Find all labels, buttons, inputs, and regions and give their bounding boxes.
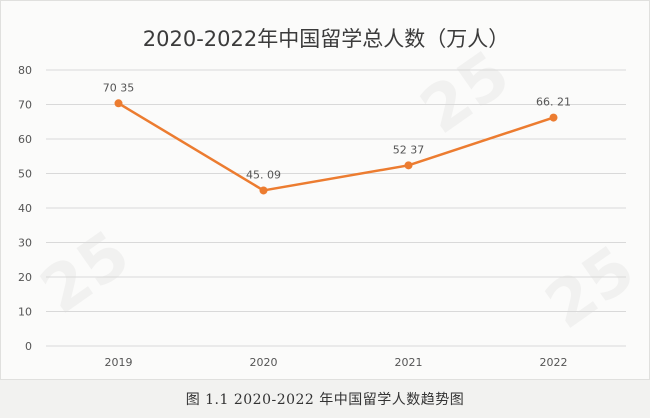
chart-title: 2020-2022年中国留学总人数（万人） xyxy=(142,27,510,51)
y-tick-label: 0 xyxy=(25,340,32,353)
data-label: 70 35 xyxy=(103,81,135,94)
line-chart: 0 10 20 30 40 50 60 70 80 2019 2020 2021 2022 70 35 45… xyxy=(18,64,626,369)
data-point xyxy=(404,161,413,170)
data-point xyxy=(549,113,558,122)
data-label: 66. 21 xyxy=(536,96,571,109)
y-tick-label: 70 xyxy=(18,99,32,112)
y-tick-label: 30 xyxy=(18,237,32,250)
data-label: 52 37 xyxy=(393,143,425,156)
y-tick-label: 10 xyxy=(18,306,32,319)
y-tick-label: 80 xyxy=(18,64,32,77)
y-tick-label: 60 xyxy=(18,133,32,146)
x-tick-label: 2019 xyxy=(105,356,133,369)
chart-card: 2020-2022年中国留学总人数（万人） 25 25 25 010203040… xyxy=(0,0,650,380)
data-label: 45. 09 xyxy=(246,168,281,181)
y-tick-label: 40 xyxy=(18,202,32,215)
figure-caption: 图 1.1 2020-2022 年中国留学人数趋势图 xyxy=(185,392,465,408)
series-line xyxy=(117,102,554,192)
data-point xyxy=(114,99,123,108)
x-tick-label: 2020 xyxy=(250,356,278,369)
x-tick-label: 2022 xyxy=(540,356,568,369)
y-tick-label: 20 xyxy=(18,271,32,284)
data-point xyxy=(259,186,268,195)
y-tick-label: 50 xyxy=(18,168,32,181)
x-tick-label: 2021 xyxy=(395,356,423,369)
